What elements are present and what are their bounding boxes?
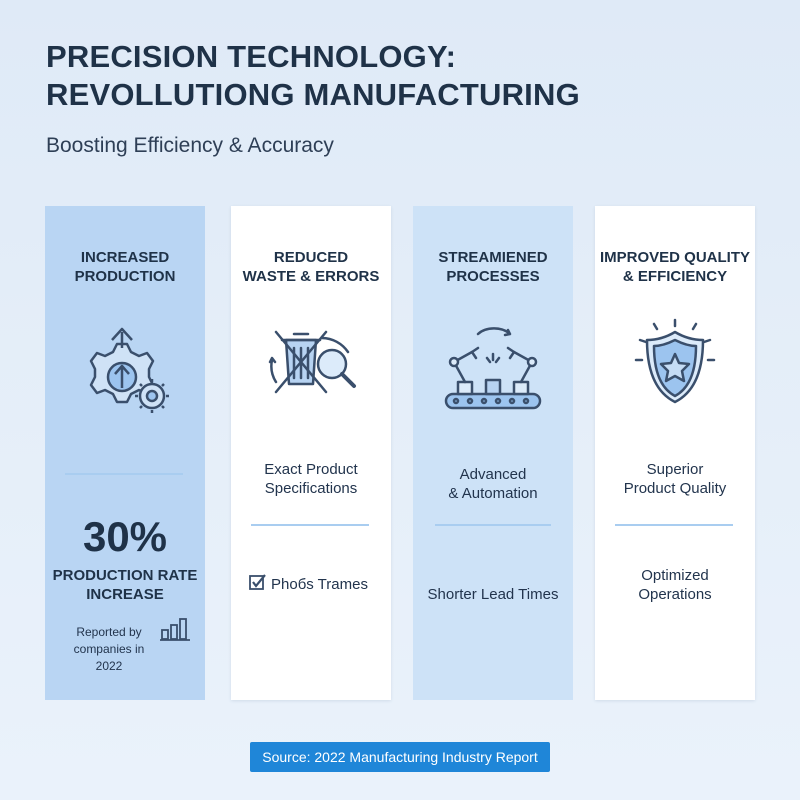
card-heading-line-2: & EFFICIENCY: [622, 268, 728, 285]
quality-text: Superior Product Quality: [595, 460, 755, 498]
check-row: Phoбs Trames: [249, 574, 368, 594]
robot-arms-conveyor-icon: [413, 318, 573, 418]
title-line-2: REVOLLUTIONG MANUFACTURING: [46, 77, 580, 112]
card-heading-line-1: REDUCED: [273, 249, 349, 266]
card-heading: INCREASED PRODUCTION: [45, 248, 205, 286]
card-streamlined-processes: STREAMIENED PROCESSES Advanced: [413, 206, 573, 700]
card-divider: [435, 524, 551, 526]
card-heading-line-2: PRODUCTION: [74, 268, 176, 285]
card-heading-line-1: IMPROVED QUALITY: [599, 249, 750, 266]
gear-up-arrow-icon: [45, 318, 205, 418]
stat-label-line-1: PRODUCTION RATE: [52, 567, 198, 584]
card-heading-line-2: PROCESSES: [446, 268, 540, 285]
stat-label-line-2: INCREASE: [86, 586, 164, 603]
page-title: PRECISION TECHNOLOGY: REVOLLUTIONG MANUF…: [46, 38, 580, 114]
reported-note: Reported by companies in 2022: [59, 624, 159, 675]
automation-text-line-2: & Automation: [448, 485, 538, 502]
spec-text: Exact Product Specifications: [231, 460, 391, 498]
lead-times-text: Shorter Lead Times: [427, 586, 559, 603]
bar-chart-icon: [159, 616, 191, 647]
automation-text: Advanced & Automation: [413, 465, 573, 503]
check-text: Phoбs Trames: [271, 575, 368, 593]
shield-star-icon: [595, 318, 755, 418]
quality-text-line-2: Product Quality: [623, 480, 727, 497]
automation-text-line-1: Advanced: [459, 466, 527, 483]
card-divider: [65, 473, 183, 475]
checkbox-icon: [249, 574, 271, 594]
operations-text-line-2: Operations: [638, 586, 712, 603]
operations-text: Optimized Operations: [595, 566, 755, 604]
source-badge: Source: 2022 Manufacturing Industry Repo…: [250, 742, 550, 772]
stat-value: 30%: [82, 513, 168, 560]
card-divider: [251, 524, 369, 526]
quality-text-line-1: Superior: [646, 461, 704, 478]
title-line-1: PRECISION TECHNOLOGY:: [46, 39, 457, 74]
card-divider: [615, 524, 733, 526]
card-reduced-waste: REDUCED WASTE & ERRORS Exact Product Spe…: [231, 206, 391, 700]
stat-label: PRODUCTION RATE INCREASE: [45, 566, 205, 604]
spec-text-line-2: Specifications: [264, 480, 358, 497]
operations-text-line-1: Optimized: [641, 567, 709, 584]
crossed-trash-magnifier-icon: [231, 318, 391, 418]
reported-note-line-2: companies in 2022: [73, 642, 145, 673]
card-heading: REDUCED WASTE & ERRORS: [231, 248, 391, 286]
spec-text-line-1: Exact Product: [264, 461, 358, 478]
page-subtitle: Boosting Efficiency & Accuracy: [46, 134, 334, 157]
card-increased-production: INCREASED PRODUCTION 30% PRODUCTION RATE…: [45, 206, 205, 700]
card-improved-quality: IMPROVED QUALITY & EFFICIENCY Superior P…: [595, 206, 755, 700]
card-heading-line-1: STREAMIENED: [438, 249, 548, 266]
card-heading-line-1: INCREASED: [80, 249, 170, 266]
reported-note-line-1: Reported by: [76, 625, 142, 639]
card-heading-line-2: WASTE & ERRORS: [242, 268, 380, 285]
card-heading: STREAMIENED PROCESSES: [413, 248, 573, 286]
card-heading: IMPROVED QUALITY & EFFICIENCY: [595, 248, 755, 286]
